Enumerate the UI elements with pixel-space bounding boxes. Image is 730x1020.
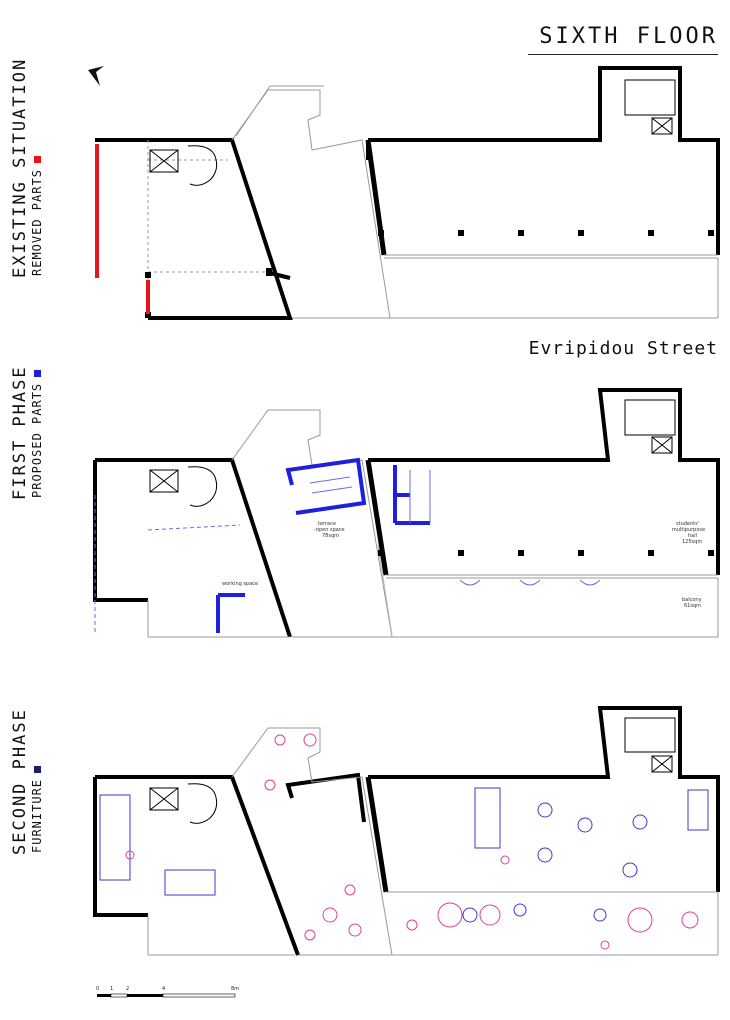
title-underline bbox=[528, 54, 718, 55]
street-label: Evripidou Street bbox=[528, 338, 718, 359]
furniture-blue bbox=[99, 787, 709, 923]
room-label-hall: students' bbox=[676, 521, 699, 527]
north-arrow-icon bbox=[88, 66, 104, 86]
scale-tick-label: 2 bbox=[126, 986, 129, 992]
room-label-working: working space bbox=[222, 581, 258, 587]
second-phase-light-lines bbox=[147, 727, 719, 956]
scale-tick-label: 8m bbox=[231, 986, 239, 992]
furniture-pink bbox=[125, 733, 699, 950]
room-label-terrace: -open space bbox=[314, 527, 345, 533]
second-phase-stairs bbox=[149, 717, 676, 824]
first-phase-light-lines bbox=[147, 409, 719, 638]
room-label-terrace: terrace bbox=[318, 521, 336, 527]
room-label-hall: multipurpose bbox=[672, 527, 705, 533]
scale-tick-label: 0 bbox=[96, 986, 99, 992]
existing-columns bbox=[145, 230, 714, 318]
removed-walls bbox=[95, 144, 150, 314]
room-label-balcony: 61sqm bbox=[684, 603, 701, 609]
scale-bar: 0 1 2 4 8m bbox=[96, 986, 239, 998]
scale-tick-label: 1 bbox=[110, 986, 113, 992]
scale-tick-label: 4 bbox=[162, 986, 165, 992]
existing-floor-plan bbox=[95, 66, 720, 320]
room-label-balcony: balcony bbox=[682, 597, 702, 603]
first-phase-stairs bbox=[149, 399, 676, 507]
second-phase-floor-plan bbox=[93, 706, 720, 956]
room-label-hall: 125sqm bbox=[682, 539, 702, 545]
room-label-hall: hall bbox=[688, 533, 697, 539]
legend-swatch-blue bbox=[33, 369, 41, 377]
first-phase-columns bbox=[378, 550, 714, 556]
first-phase-floor-plan: terrace -open space 78sqm students' mult… bbox=[93, 388, 720, 638]
proposed-light-lines bbox=[94, 470, 601, 635]
proposed-walls bbox=[216, 457, 430, 633]
existing-stairs bbox=[149, 79, 676, 186]
existing-walls bbox=[95, 66, 720, 320]
existing-light-lines bbox=[147, 85, 719, 319]
drawing-title: SIXTH FLOOR bbox=[539, 24, 718, 49]
room-label-terrace: 78sqm bbox=[322, 533, 339, 539]
